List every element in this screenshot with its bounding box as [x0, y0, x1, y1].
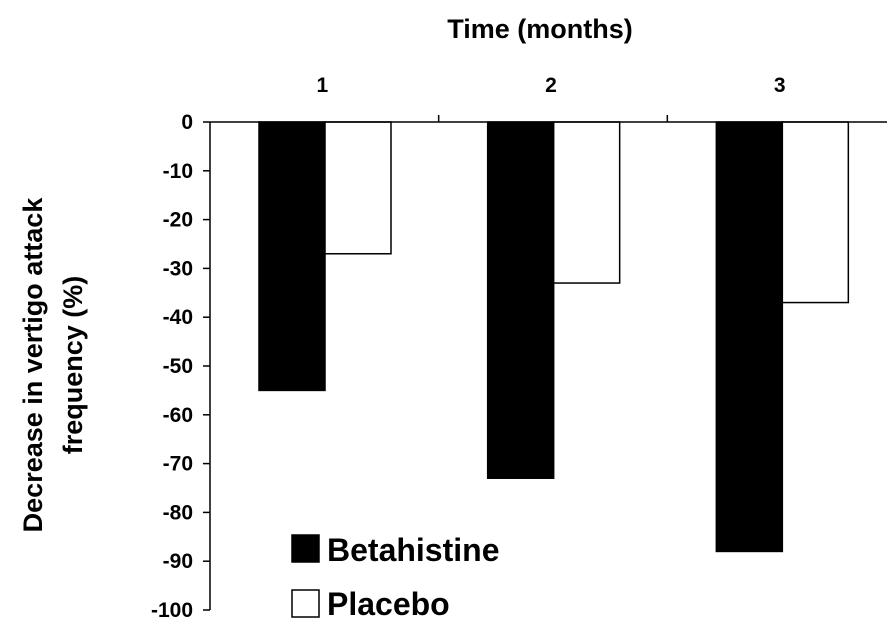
- legend-swatch-placebo: [291, 589, 320, 618]
- y-tick-label: -20: [163, 209, 193, 232]
- bar-betahistine-2: [486, 121, 555, 479]
- x-tick-label: 1: [316, 74, 328, 97]
- x-tick-label: 3: [774, 74, 786, 97]
- y-tick-label: -80: [163, 501, 193, 524]
- y-tick-label: -10: [163, 160, 193, 183]
- y-tick-label: -30: [163, 257, 193, 280]
- bar-placebo-3: [781, 121, 850, 304]
- bar-placebo-2: [552, 121, 621, 284]
- y-tick-label: -60: [163, 404, 193, 427]
- x-tick-label: 2: [545, 74, 557, 97]
- y-tick-label: -70: [163, 453, 193, 476]
- bar-betahistine-3: [715, 121, 784, 553]
- x-axis-title: Time (months): [447, 14, 633, 44]
- y-tick-label: 0: [181, 111, 193, 134]
- bar-placebo-1: [324, 121, 392, 255]
- y-tick-label: -90: [163, 550, 193, 573]
- legend-swatch-betahistine: [291, 534, 320, 563]
- y-axis-title-line-1: Decrease in vertigo attack: [18, 197, 48, 533]
- y-tick-label: -50: [163, 355, 193, 378]
- legend: Betahistine Placebo: [291, 532, 499, 622]
- legend-label-placebo: Placebo: [327, 586, 450, 622]
- y-axis-title: Decrease in vertigo attack frequency (%): [18, 197, 88, 533]
- bar-betahistine-1: [258, 121, 326, 392]
- plot-area: 0 -10 -20 -30 -40 -50 -60 -70 -80 -90 -100 1 2 3: [151, 74, 887, 622]
- y-tick-label: -100: [151, 599, 193, 622]
- legend-label-betahistine: Betahistine: [327, 532, 499, 568]
- y-tick-label: -40: [163, 306, 193, 329]
- y-axis-title-line-2: frequency (%): [58, 276, 88, 455]
